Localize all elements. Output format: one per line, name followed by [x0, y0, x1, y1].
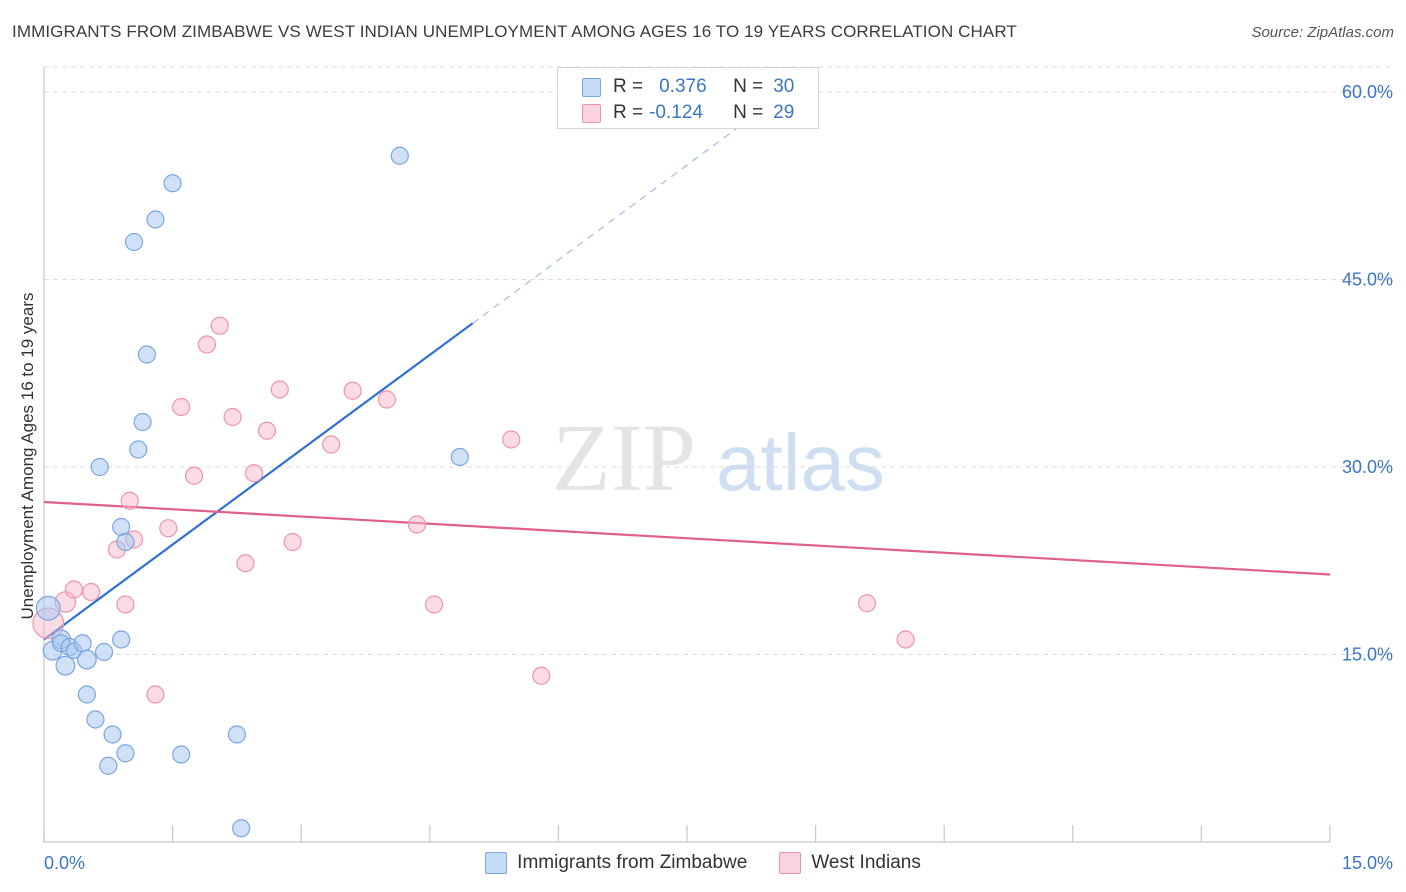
point-west-indians [236, 554, 255, 573]
point-zimbabwe [103, 725, 122, 744]
point-west-indians [322, 435, 341, 454]
point-zimbabwe [227, 725, 246, 744]
trend-lines [43, 114, 1331, 641]
point-west-indians [377, 390, 397, 409]
legend-row-west-indians: R = -0.124 N = 29 [582, 101, 794, 125]
point-west-indians [283, 532, 302, 552]
point-zimbabwe [146, 210, 165, 229]
legend-r-value: -0.124 [649, 102, 703, 123]
point-zimbabwe [112, 630, 131, 649]
point-west-indians [424, 595, 444, 614]
point-zimbabwe [163, 174, 182, 193]
watermark-zip: ZIP [552, 404, 696, 511]
point-west-indians [184, 466, 204, 485]
legend-n-value: 30 [773, 76, 795, 97]
point-zimbabwe [172, 745, 191, 764]
point-zimbabwe [94, 642, 114, 662]
y-tick-label: 15.0% [1342, 645, 1393, 665]
point-zimbabwe [450, 447, 469, 467]
point-west-indians [244, 464, 264, 483]
point-zimbabwe [86, 710, 105, 729]
legend-item-zimbabwe[interactable]: Immigrants from Zimbabwe [485, 852, 747, 874]
trend-line-zimbabwe [43, 322, 474, 641]
legend-row-zimbabwe: R = 0.376 N = 30 [582, 75, 794, 99]
legend-n-label: N = [733, 102, 764, 123]
x-tick-label: 0.0% [44, 853, 85, 873]
legend-swatch-pink [779, 852, 802, 874]
point-zimbabwe [137, 345, 156, 364]
legend-label-zimbabwe: Immigrants from Zimbabwe [517, 852, 748, 873]
point-west-indians [82, 582, 101, 602]
point-west-indians [532, 666, 551, 685]
point-zimbabwe [133, 412, 152, 432]
series-legend: Immigrants from Zimbabwe West Indians [0, 852, 1406, 874]
point-west-indians [210, 316, 229, 335]
trend-line-west-indians [43, 500, 1331, 576]
point-west-indians [857, 594, 877, 613]
point-zimbabwe [76, 649, 97, 670]
legend-r-label: R = [613, 76, 644, 97]
legend-r-value: 0.376 [659, 76, 707, 97]
point-west-indians [120, 491, 139, 510]
point-zimbabwe [35, 595, 61, 621]
point-zimbabwe [124, 232, 144, 252]
y-axis-label: Unemployment Among Ages 16 to 19 years [18, 292, 37, 620]
legend-item-west-indians[interactable]: West Indians [779, 852, 921, 874]
point-zimbabwe [129, 440, 148, 459]
watermark-atlas: atlas [716, 418, 885, 507]
point-zimbabwe [112, 517, 131, 537]
legend-r-label: R = [613, 102, 644, 123]
point-west-indians [197, 335, 216, 354]
point-zimbabwe [77, 685, 96, 704]
watermark: ZIP atlas [552, 404, 885, 511]
data-points [32, 146, 915, 838]
point-west-indians [502, 430, 521, 449]
legend-swatch-blue [582, 77, 601, 97]
legend-swatch-pink [582, 103, 601, 123]
y-tick-label: 45.0% [1342, 270, 1393, 290]
tick-labels: 15.0% 30.0% 45.0% 60.0% 0.0% 15.0% [44, 82, 1393, 873]
stats-legend: R = 0.376 N = 30 R = -0.124 N = 29 [557, 67, 819, 129]
y-tick-label: 60.0% [1342, 82, 1393, 102]
point-west-indians [257, 421, 277, 440]
legend-n-value: 29 [773, 102, 795, 123]
point-zimbabwe [99, 756, 118, 775]
point-west-indians [896, 630, 915, 649]
point-west-indians [146, 685, 165, 704]
point-zimbabwe [232, 819, 251, 838]
point-west-indians [116, 595, 135, 614]
axes [43, 67, 1331, 843]
legend-label-west-indians: West Indians [811, 852, 921, 873]
point-west-indians [159, 519, 178, 538]
point-west-indians [407, 515, 427, 534]
point-zimbabwe [90, 457, 109, 477]
point-zimbabwe [116, 532, 135, 552]
legend-swatch-blue [485, 852, 508, 874]
point-zimbabwe [55, 655, 76, 676]
point-west-indians [270, 380, 289, 399]
y-tick-label: 30.0% [1342, 457, 1393, 477]
point-west-indians [223, 407, 242, 427]
point-west-indians [64, 580, 84, 599]
point-zimbabwe [390, 146, 409, 165]
source-label: Source: ZipAtlas.com [1251, 24, 1394, 41]
trend-line-zimbabwe-extension [472, 114, 756, 324]
point-west-indians [172, 397, 191, 417]
legend-n-label: N = [733, 76, 764, 97]
point-zimbabwe [73, 634, 92, 653]
chart-title: IMMIGRANTS FROM ZIMBABWE VS WEST INDIAN … [12, 22, 1017, 41]
point-west-indians [343, 381, 362, 400]
x-tick-label: 15.0% [1342, 853, 1393, 873]
point-zimbabwe [116, 744, 135, 763]
